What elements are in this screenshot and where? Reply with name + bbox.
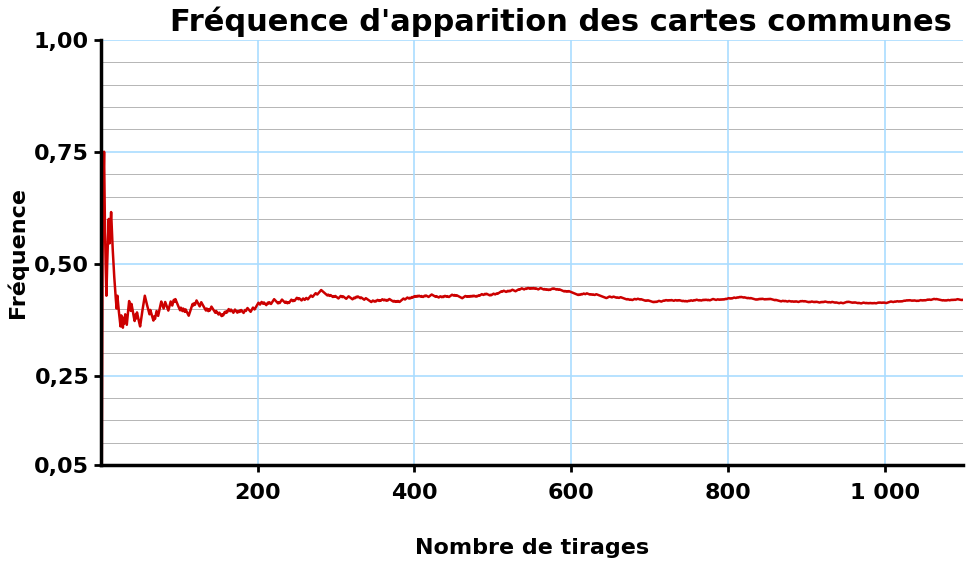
X-axis label: Nombre de tirages: Nombre de tirages bbox=[415, 538, 648, 558]
Text: Fréquence d'apparition des cartes communes: Fréquence d'apparition des cartes commun… bbox=[170, 7, 951, 37]
Y-axis label: Fréquence: Fréquence bbox=[7, 187, 28, 318]
